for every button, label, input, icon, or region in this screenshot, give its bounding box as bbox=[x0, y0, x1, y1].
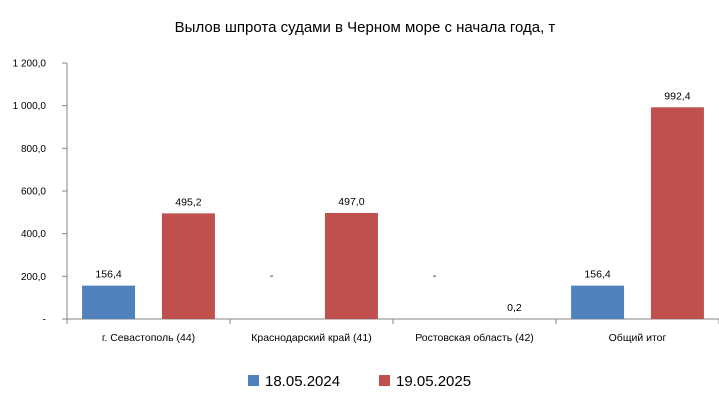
x-tick-label: Общий итог bbox=[609, 332, 667, 344]
data-label: - bbox=[270, 270, 274, 282]
legend-label: 19.05.2025 bbox=[396, 373, 471, 390]
x-tick-label: Ростовская область (42) bbox=[415, 332, 534, 344]
data-label: 156,4 bbox=[584, 269, 610, 281]
data-label: - bbox=[433, 270, 437, 282]
chart-title: Вылов шпрота судами в Черном море с нача… bbox=[175, 19, 556, 36]
x-tick-label: Краснодарский край (41) bbox=[251, 332, 371, 344]
axes: - 200,0 400,0 600,0 800,0 1 000,0 1 200,0 г. Се… bbox=[13, 59, 719, 344]
data-label: 495,2 bbox=[175, 196, 201, 208]
y-tick-label: 1 200,0 bbox=[13, 59, 47, 70]
legend-swatch bbox=[248, 375, 259, 386]
bar bbox=[650, 107, 704, 320]
legend-swatch bbox=[379, 375, 390, 386]
legend: 18.05.2024 19.05.2025 bbox=[248, 373, 471, 390]
y-tick-label: 600,0 bbox=[21, 187, 46, 198]
legend-label: 18.05.2024 bbox=[265, 373, 340, 390]
y-tick-label: - bbox=[43, 315, 46, 326]
data-label: 992,4 bbox=[664, 90, 690, 102]
bar bbox=[571, 285, 625, 319]
data-label: 0,2 bbox=[507, 302, 522, 314]
bar bbox=[161, 213, 215, 319]
y-tick-label: 200,0 bbox=[21, 272, 46, 283]
bar bbox=[324, 212, 378, 319]
bar bbox=[82, 285, 136, 319]
y-tick-label: 1 000,0 bbox=[13, 101, 47, 112]
bars: 156,4 - - 156,4 495,2 497,0 0,2 992,4 bbox=[82, 90, 704, 320]
y-tick-label: 400,0 bbox=[21, 229, 46, 240]
x-tick-label: г. Севастополь (44) bbox=[102, 332, 195, 344]
y-tick-label: 800,0 bbox=[21, 144, 46, 155]
data-label: 156,4 bbox=[95, 269, 121, 281]
data-label: 497,0 bbox=[338, 196, 364, 208]
